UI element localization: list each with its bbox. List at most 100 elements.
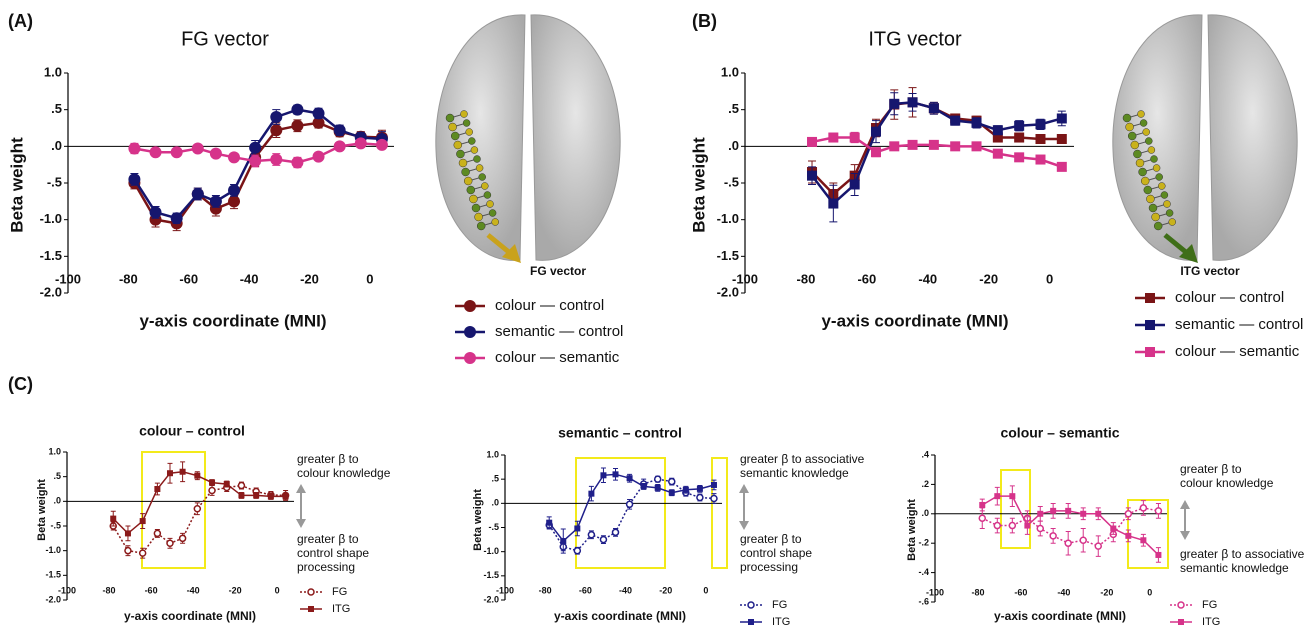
- x-tick-label: 0: [275, 585, 280, 595]
- marker: [1154, 507, 1163, 515]
- y-tick-label: -1.0: [483, 546, 499, 556]
- annotation: greater β to: [297, 452, 359, 466]
- electrode: [476, 221, 486, 231]
- legend-label: semantic — control: [1175, 316, 1303, 333]
- marker: [179, 468, 186, 475]
- x-tick-label: -60: [579, 585, 592, 595]
- y-axis-label: Beta weight: [36, 479, 48, 541]
- marker: [223, 481, 230, 488]
- marker: [971, 141, 982, 152]
- marker: [1094, 542, 1103, 550]
- marker: [1036, 524, 1045, 533]
- electrode: [1135, 158, 1145, 168]
- electrode: [466, 185, 476, 195]
- y-tick-label: .0: [921, 508, 929, 518]
- marker: [291, 119, 304, 132]
- marker: [1125, 532, 1132, 539]
- marker: [124, 546, 132, 555]
- vector-arrow: [1163, 233, 1189, 255]
- electrode: [1168, 218, 1176, 226]
- series: [546, 467, 717, 554]
- marker: [228, 184, 241, 197]
- x-tick-label: -60: [179, 271, 198, 286]
- electrode: [1155, 173, 1163, 181]
- brain-hemisphere: [530, 14, 621, 261]
- marker: [270, 111, 283, 123]
- series: [807, 131, 1067, 172]
- marker: [1024, 522, 1031, 529]
- annotation: colour knowledge: [1180, 476, 1274, 490]
- marker: [375, 138, 388, 151]
- electrode: [456, 149, 465, 159]
- chart-title: colour – control: [139, 423, 245, 439]
- electrode: [488, 209, 497, 217]
- x-tick-label: -100: [58, 585, 76, 595]
- y-tick-label: -2.0: [45, 594, 61, 604]
- x-axis-label: y-axis coordinate (MNI): [994, 609, 1126, 623]
- x-tick-label: -40: [619, 585, 632, 595]
- chart-title: colour – semantic: [1000, 425, 1119, 441]
- marker: [546, 519, 553, 526]
- marker: [170, 212, 183, 225]
- marker: [1009, 493, 1016, 500]
- marker: [138, 549, 147, 557]
- marker: [209, 147, 222, 160]
- electrode: [1140, 176, 1150, 186]
- x-tick-label: -100: [55, 271, 81, 286]
- marker: [625, 500, 634, 509]
- marker: [1110, 525, 1117, 532]
- highlight-box: [711, 457, 728, 569]
- legend-label: FG: [1202, 599, 1217, 611]
- electrode: [1138, 167, 1147, 177]
- legend-marker: [1145, 293, 1155, 303]
- marker: [574, 525, 581, 532]
- vector-arrow: [486, 233, 512, 255]
- marker: [1065, 507, 1072, 514]
- legend-label: FG: [332, 586, 347, 598]
- marker: [1139, 504, 1148, 512]
- marker: [696, 493, 704, 502]
- marker: [333, 140, 346, 153]
- marker: [1035, 154, 1046, 165]
- brain-hemisphere: [435, 14, 526, 261]
- marker: [128, 142, 141, 155]
- x-tick-label: 0: [1147, 587, 1152, 597]
- highlight-box: [1000, 469, 1031, 549]
- electrode: [474, 212, 483, 222]
- x-tick-label: -80: [539, 585, 552, 595]
- marker: [110, 515, 117, 522]
- y-tick-label: -1.5: [40, 248, 62, 263]
- x-tick-label: -60: [857, 271, 876, 286]
- marker: [237, 481, 246, 490]
- electrode: [450, 131, 460, 141]
- panel-label: (C): [8, 374, 33, 394]
- y-tick-label: .5: [491, 474, 499, 484]
- marker: [907, 97, 918, 108]
- annotation: processing: [297, 560, 355, 574]
- marker: [710, 481, 717, 488]
- x-tick-label: -40: [187, 585, 200, 595]
- y-tick-label: -1.0: [40, 211, 62, 226]
- legend-marker: [1145, 320, 1155, 330]
- legend-marker: [747, 601, 755, 609]
- vector-label: FG vector: [530, 264, 586, 278]
- marker: [611, 528, 620, 537]
- marker: [870, 126, 881, 137]
- electrode: [1130, 140, 1140, 150]
- electrode: [468, 137, 476, 145]
- electrode: [1150, 155, 1158, 163]
- marker: [153, 529, 162, 538]
- legend-marker: [1145, 347, 1155, 357]
- x-tick-label: -80: [119, 271, 138, 286]
- y-axis-label: Beta weight: [906, 499, 918, 561]
- marker: [1035, 119, 1046, 130]
- annotation: semantic knowledge: [740, 466, 849, 480]
- electrode: [1139, 119, 1148, 127]
- electrode: [470, 146, 479, 154]
- y-tick-label: -.5: [724, 174, 739, 189]
- marker: [807, 170, 818, 181]
- electrode: [478, 173, 486, 181]
- marker: [1095, 510, 1102, 517]
- marker: [653, 475, 662, 483]
- marker: [588, 490, 595, 497]
